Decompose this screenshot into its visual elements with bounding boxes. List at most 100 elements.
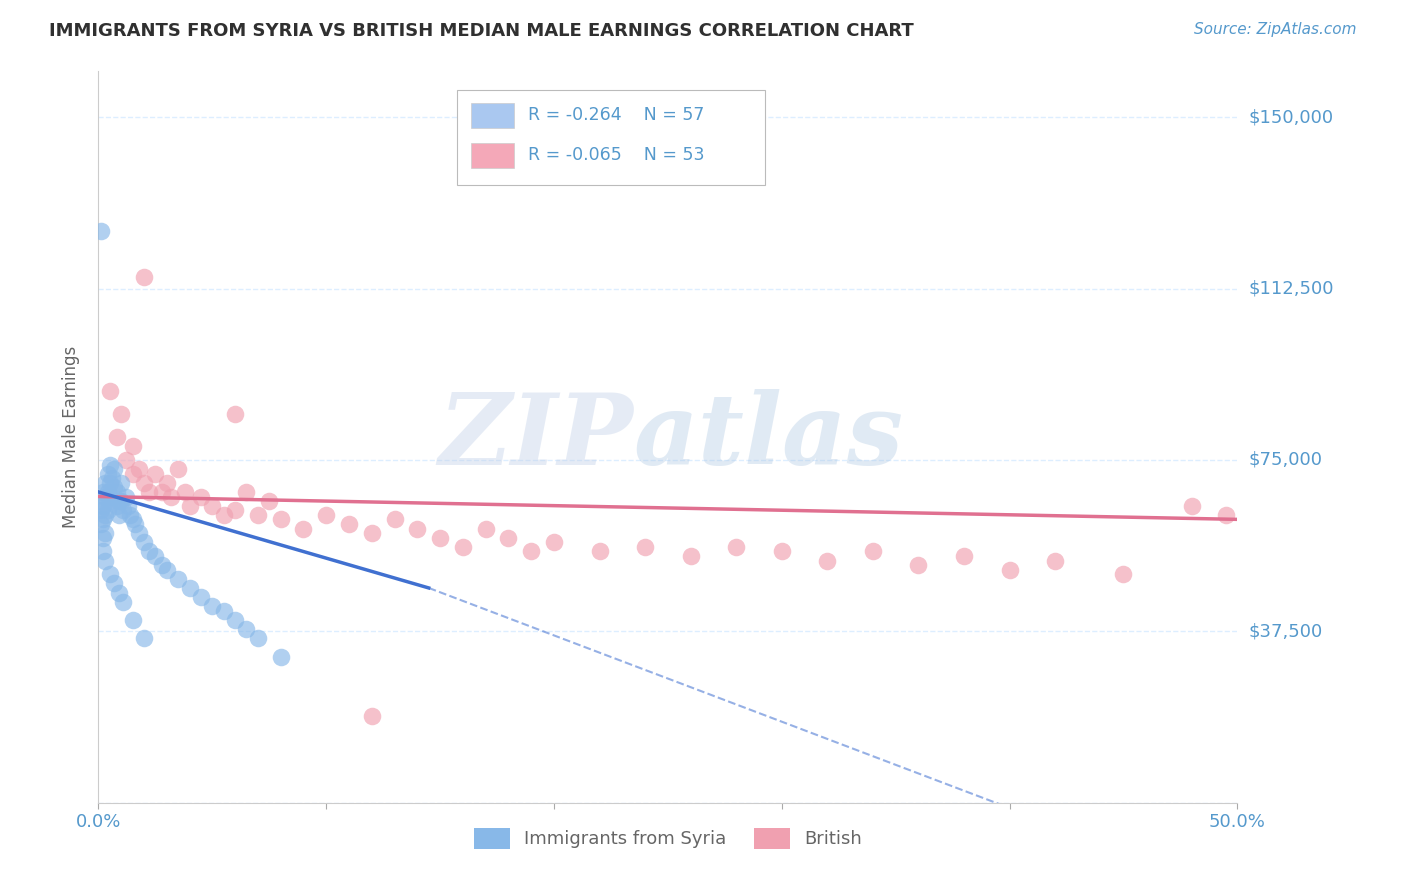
Point <box>91 544 114 558</box>
Point <box>121 467 143 481</box>
Point <box>90 494 112 508</box>
Point <box>96 484 118 499</box>
Point <box>132 632 155 646</box>
Point <box>145 549 167 563</box>
Point <box>117 499 139 513</box>
Point <box>94 475 117 490</box>
Point <box>91 512 114 526</box>
Point <box>167 462 190 476</box>
Point <box>132 475 155 490</box>
Point <box>224 503 246 517</box>
Point <box>98 475 121 490</box>
Point <box>145 467 167 481</box>
Point <box>1181 499 1204 513</box>
Point <box>1215 508 1237 522</box>
Point <box>103 462 125 476</box>
Point <box>91 531 114 545</box>
Point <box>270 649 292 664</box>
Point <box>179 581 201 595</box>
Point <box>103 480 125 494</box>
Point <box>94 553 117 567</box>
Point <box>190 490 212 504</box>
FancyBboxPatch shape <box>457 90 765 185</box>
Point <box>474 521 496 535</box>
Text: Source: ZipAtlas.com: Source: ZipAtlas.com <box>1194 22 1357 37</box>
Point <box>360 709 382 723</box>
Point <box>259 494 281 508</box>
Point <box>315 508 337 522</box>
Point <box>498 531 520 545</box>
Point <box>451 540 474 554</box>
Point <box>360 526 382 541</box>
Point <box>201 499 224 513</box>
Point <box>156 475 179 490</box>
Point <box>103 576 125 591</box>
Text: $112,500: $112,500 <box>1249 279 1334 298</box>
Text: ZIP: ZIP <box>439 389 634 485</box>
Point <box>101 490 124 504</box>
Point <box>101 471 124 485</box>
Point <box>128 462 150 476</box>
Text: IMMIGRANTS FROM SYRIA VS BRITISH MEDIAN MALE EARNINGS CORRELATION CHART: IMMIGRANTS FROM SYRIA VS BRITISH MEDIAN … <box>49 22 914 40</box>
Point <box>212 604 235 618</box>
Point <box>98 458 121 472</box>
Point <box>190 590 212 604</box>
Point <box>725 540 748 554</box>
Text: $75,000: $75,000 <box>1249 451 1323 469</box>
Point <box>246 632 269 646</box>
Point <box>953 549 976 563</box>
Point <box>406 521 429 535</box>
Point <box>98 494 121 508</box>
Point <box>150 558 173 573</box>
Point <box>862 544 884 558</box>
Point <box>121 439 143 453</box>
Point <box>235 622 257 636</box>
Point <box>98 567 121 582</box>
Point <box>998 563 1021 577</box>
Point <box>96 503 118 517</box>
Point <box>121 512 143 526</box>
Point <box>91 484 114 499</box>
Text: R = -0.065    N = 53: R = -0.065 N = 53 <box>527 146 704 164</box>
Point <box>224 407 246 421</box>
Point <box>815 553 838 567</box>
Point <box>337 516 360 531</box>
Point <box>384 512 406 526</box>
Point <box>1112 567 1135 582</box>
Text: R = -0.264    N = 57: R = -0.264 N = 57 <box>527 106 704 124</box>
Point <box>105 499 128 513</box>
Text: $150,000: $150,000 <box>1249 108 1333 126</box>
Point <box>94 490 117 504</box>
Point <box>429 531 451 545</box>
Point <box>770 544 793 558</box>
Point <box>138 544 160 558</box>
Point <box>108 494 131 508</box>
Point <box>138 484 160 499</box>
Point <box>160 490 183 504</box>
Point <box>543 535 565 549</box>
Point <box>105 484 128 499</box>
Point <box>108 585 131 599</box>
Point <box>292 521 315 535</box>
Point <box>132 270 155 285</box>
Point <box>96 467 118 481</box>
Point <box>150 484 173 499</box>
Point <box>679 549 702 563</box>
Point <box>167 572 190 586</box>
Point <box>212 508 235 522</box>
Point <box>156 563 179 577</box>
Point <box>94 508 117 522</box>
Point <box>112 594 135 608</box>
Point <box>114 490 136 504</box>
Point <box>105 430 128 444</box>
Point <box>128 526 150 541</box>
Point <box>1043 553 1066 567</box>
Point <box>91 499 114 513</box>
Point <box>112 503 135 517</box>
Point <box>90 224 112 238</box>
Point <box>520 544 543 558</box>
Point <box>124 516 146 531</box>
Text: $37,500: $37,500 <box>1249 623 1323 640</box>
Point <box>235 484 257 499</box>
Point <box>179 499 201 513</box>
